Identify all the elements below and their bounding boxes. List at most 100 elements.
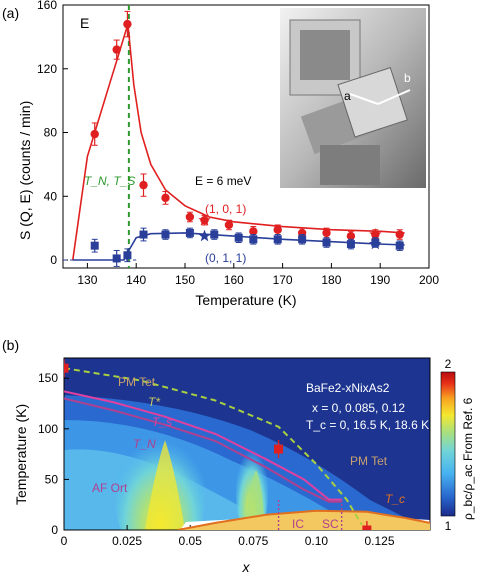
x-tick-label-a: 200 (419, 273, 439, 287)
fit-line-0 (72, 23, 405, 261)
x-tick-label-a: 150 (175, 273, 195, 287)
data-point-011 (273, 235, 282, 244)
data-point-011 (123, 251, 132, 260)
sample-point (64, 363, 69, 373)
panel-b-label: (b) (2, 337, 19, 353)
x-axis-title-b: x (242, 559, 251, 575)
star-point (198, 229, 211, 242)
data-point-011 (161, 230, 170, 239)
transition-label: T_N, T_S (84, 174, 135, 188)
x-tick-label-a: 170 (273, 273, 293, 287)
heatmap-background (64, 358, 430, 530)
y-tick-label-b: 150 (38, 371, 58, 385)
series-label-011: (0, 1, 1) (205, 251, 246, 265)
y-tick-label-a: 80 (44, 126, 58, 140)
y-axis-title-b: Temperature (K) (13, 404, 29, 505)
b-axis-arrow (377, 89, 411, 105)
tc-line (177, 509, 430, 530)
x-tick-label-b: 0 (61, 534, 68, 548)
ts-label: T_s (152, 415, 172, 429)
tn-line (64, 397, 342, 503)
series-label-101: (1, 0, 1) (205, 202, 246, 216)
star-point (369, 228, 382, 240)
photo-label-a: a (344, 89, 351, 103)
x-axis-title-a: Temperature (K) (195, 292, 296, 308)
data-point-101 (185, 212, 195, 222)
y-tick-label-b: 100 (38, 422, 58, 436)
data-point-101 (273, 225, 282, 234)
x-tick-label-a: 130 (77, 273, 97, 287)
sample-photo-inset: a b (280, 8, 426, 188)
x-tick-label-b: 0.10 (305, 534, 329, 548)
y-tick-label-b: 50 (45, 472, 59, 486)
data-point-101 (123, 19, 132, 29)
tstar-label: T* (148, 395, 160, 409)
pm-tet-top-label: PM Tet (118, 375, 156, 389)
data-point-101 (346, 231, 356, 241)
data-point-011 (210, 230, 219, 239)
data-point-101 (224, 220, 234, 230)
info-line-2: T_c = 0, 16.5 K, 18.6 K (306, 418, 429, 432)
panel-a-label: (a) (2, 5, 19, 21)
x-tick-label-b: 0.05 (179, 534, 203, 548)
data-point-101 (112, 45, 121, 54)
data-point-011 (346, 240, 355, 249)
y-tick-label-a: 40 (44, 189, 58, 203)
colorbar-label: ρ_bc/ρ_ac From Ref. 6 (461, 397, 475, 520)
sample-point (362, 525, 372, 530)
data-point-011 (185, 228, 194, 237)
data-point-101 (249, 227, 258, 236)
plot-frame-a (62, 4, 430, 269)
x-tick-label-a: 180 (321, 273, 341, 287)
ticks-a: 130 140 150 160 170 180 190 200 0 40 80 120 160 (37, 0, 439, 287)
y-tick-label-a: 0 (50, 253, 57, 267)
ts-line (64, 390, 342, 501)
photo-label-b: b (404, 71, 411, 85)
colorbar-max: 2 (445, 357, 452, 371)
data-point-101 (297, 228, 307, 238)
y-axis-title-a: S (Q, E) (counts / min) (17, 101, 33, 240)
x-tick-label-b: 0.125 (365, 534, 395, 548)
compound-label: BaFe2-xNixAs2 (306, 381, 390, 395)
data-point-011 (395, 241, 404, 250)
tc-label: T_c (385, 492, 405, 506)
a-axis-arrow (349, 93, 379, 105)
x-tick-label-b: 0.075 (238, 534, 268, 548)
data-point-011 (249, 235, 258, 244)
x-tick-label-a: 160 (224, 273, 244, 287)
colorbar-min: 1 (445, 519, 452, 533)
data-point-011 (112, 254, 121, 263)
tstar-line (64, 367, 363, 526)
data-point-011 (298, 235, 307, 244)
star-point (369, 237, 382, 250)
energy-label: E = 6 meV (195, 174, 251, 188)
af-ort-label: AF Ort (92, 481, 128, 495)
panel-a: (a) a b 130 140 150 160 170 180 190 200 0 40 80 120… (2, 0, 439, 308)
y-tick-label-a: 160 (37, 0, 57, 12)
star-point (198, 213, 211, 226)
data-layer-a (63, 5, 405, 268)
sample-point (274, 444, 284, 454)
data-point-101 (322, 228, 331, 238)
data-point-011 (90, 241, 99, 250)
data-point-101 (395, 230, 404, 239)
pm-tet-right-label: PM Tet (350, 454, 388, 468)
sc-label: SC (322, 517, 339, 531)
data-point-101 (139, 180, 148, 190)
ic-label: IC (292, 517, 304, 531)
x-tick-label-a: 190 (370, 273, 390, 287)
energy-letter: E (80, 15, 89, 31)
data-point-011 (234, 233, 243, 242)
data-point-011 (322, 238, 331, 247)
x-tick-label-b: 0.025 (112, 534, 142, 548)
data-point-101 (90, 129, 99, 139)
y-tick-label-b: 0 (51, 523, 58, 537)
data-point-011 (139, 230, 148, 239)
data-point-101 (161, 193, 170, 203)
tn-label: T_N (133, 437, 156, 451)
data-layer-b (64, 359, 430, 530)
y-tick-label-a: 120 (37, 62, 57, 76)
info-line-1: x = 0, 0.085, 0.12 (312, 401, 405, 415)
